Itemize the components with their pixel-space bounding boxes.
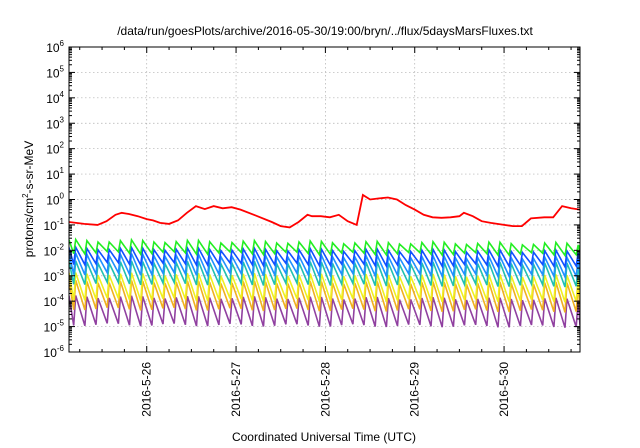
y-tick-base: 10: [44, 295, 58, 309]
y-tick-base: 10: [44, 321, 58, 335]
y-tick-label: 10-6: [44, 344, 65, 360]
y-tick-exponent: 5: [60, 64, 65, 73]
series-line: [69, 295, 580, 328]
data-series: [69, 193, 580, 328]
y-tick-exponent: -2: [57, 242, 65, 251]
y-tick-labels: 10-610-510-410-310-210-11001011021031041…: [44, 39, 65, 360]
series-line: [69, 244, 580, 270]
y-tick-base: 10: [46, 117, 60, 131]
y-tick-exponent: -4: [57, 293, 65, 302]
x-tick-labels: 2016-5-26 2016-5-27 2016-5-28 2016-5-29 2016…: [140, 362, 511, 417]
y-tick-base: 10: [44, 219, 58, 233]
y-tick-label: 10-1: [44, 217, 65, 233]
y-tick-exponent: 2: [60, 141, 65, 150]
y-tick-label: 106: [46, 39, 64, 55]
y-tick-exponent: 1: [60, 166, 65, 175]
y-tick-label: 10-2: [44, 242, 65, 258]
y-axis-label-suffix: -s-sr-MeV: [22, 141, 36, 194]
y-axis-label-superscript: 2: [21, 193, 30, 198]
x-tick-label: 2016-5-30: [497, 362, 511, 417]
y-tick-exponent: -1: [57, 217, 65, 226]
x-tick-label: 2016-5-29: [408, 362, 422, 417]
x-axis-label: Coordinated Universal Time (UTC): [232, 430, 416, 444]
y-tick-base: 10: [46, 41, 60, 55]
y-tick-base: 10: [44, 270, 58, 284]
y-tick-label: 103: [46, 115, 64, 131]
y-tick-exponent: 0: [60, 192, 65, 201]
y-tick-base: 10: [44, 244, 58, 258]
y-axis-label-prefix: protons/cm: [22, 198, 36, 257]
y-tick-exponent: 3: [60, 115, 65, 124]
y-tick-base: 10: [44, 346, 58, 360]
y-tick-exponent: 6: [60, 39, 65, 48]
series-line: [69, 272, 580, 303]
y-tick-exponent: -5: [57, 319, 65, 328]
y-axis-label: protons/cm2-s-sr-MeV: [21, 141, 36, 257]
chart-title: /data/run/goesPlots/archive/2016-05-30/1…: [117, 24, 533, 38]
y-tick-label: 100: [46, 192, 64, 208]
axis-ticks: [69, 46, 580, 353]
y-tick-exponent: 4: [60, 90, 65, 99]
x-tick-label: 2016-5-27: [229, 362, 243, 417]
y-tick-base: 10: [46, 194, 60, 208]
y-tick-base: 10: [46, 168, 60, 182]
series-line: [69, 193, 580, 229]
series-line: [69, 259, 580, 288]
y-tick-label: 102: [46, 141, 64, 157]
series-line: [69, 250, 580, 280]
y-tick-label: 101: [46, 166, 64, 182]
series-line: [69, 237, 580, 258]
y-tick-label: 10-4: [44, 293, 65, 309]
y-tick-label: 104: [46, 90, 64, 106]
y-tick-base: 10: [46, 143, 60, 157]
x-tick-label: 2016-5-26: [140, 362, 154, 417]
y-tick-base: 10: [46, 92, 60, 106]
y-tick-exponent: -3: [57, 268, 65, 277]
x-tick-label: 2016-5-28: [318, 362, 332, 417]
y-tick-label: 10-3: [44, 268, 65, 284]
y-tick-exponent: -6: [57, 344, 65, 353]
y-tick-base: 10: [46, 66, 60, 80]
y-tick-label: 10-5: [44, 319, 65, 335]
y-tick-label: 105: [46, 64, 64, 80]
